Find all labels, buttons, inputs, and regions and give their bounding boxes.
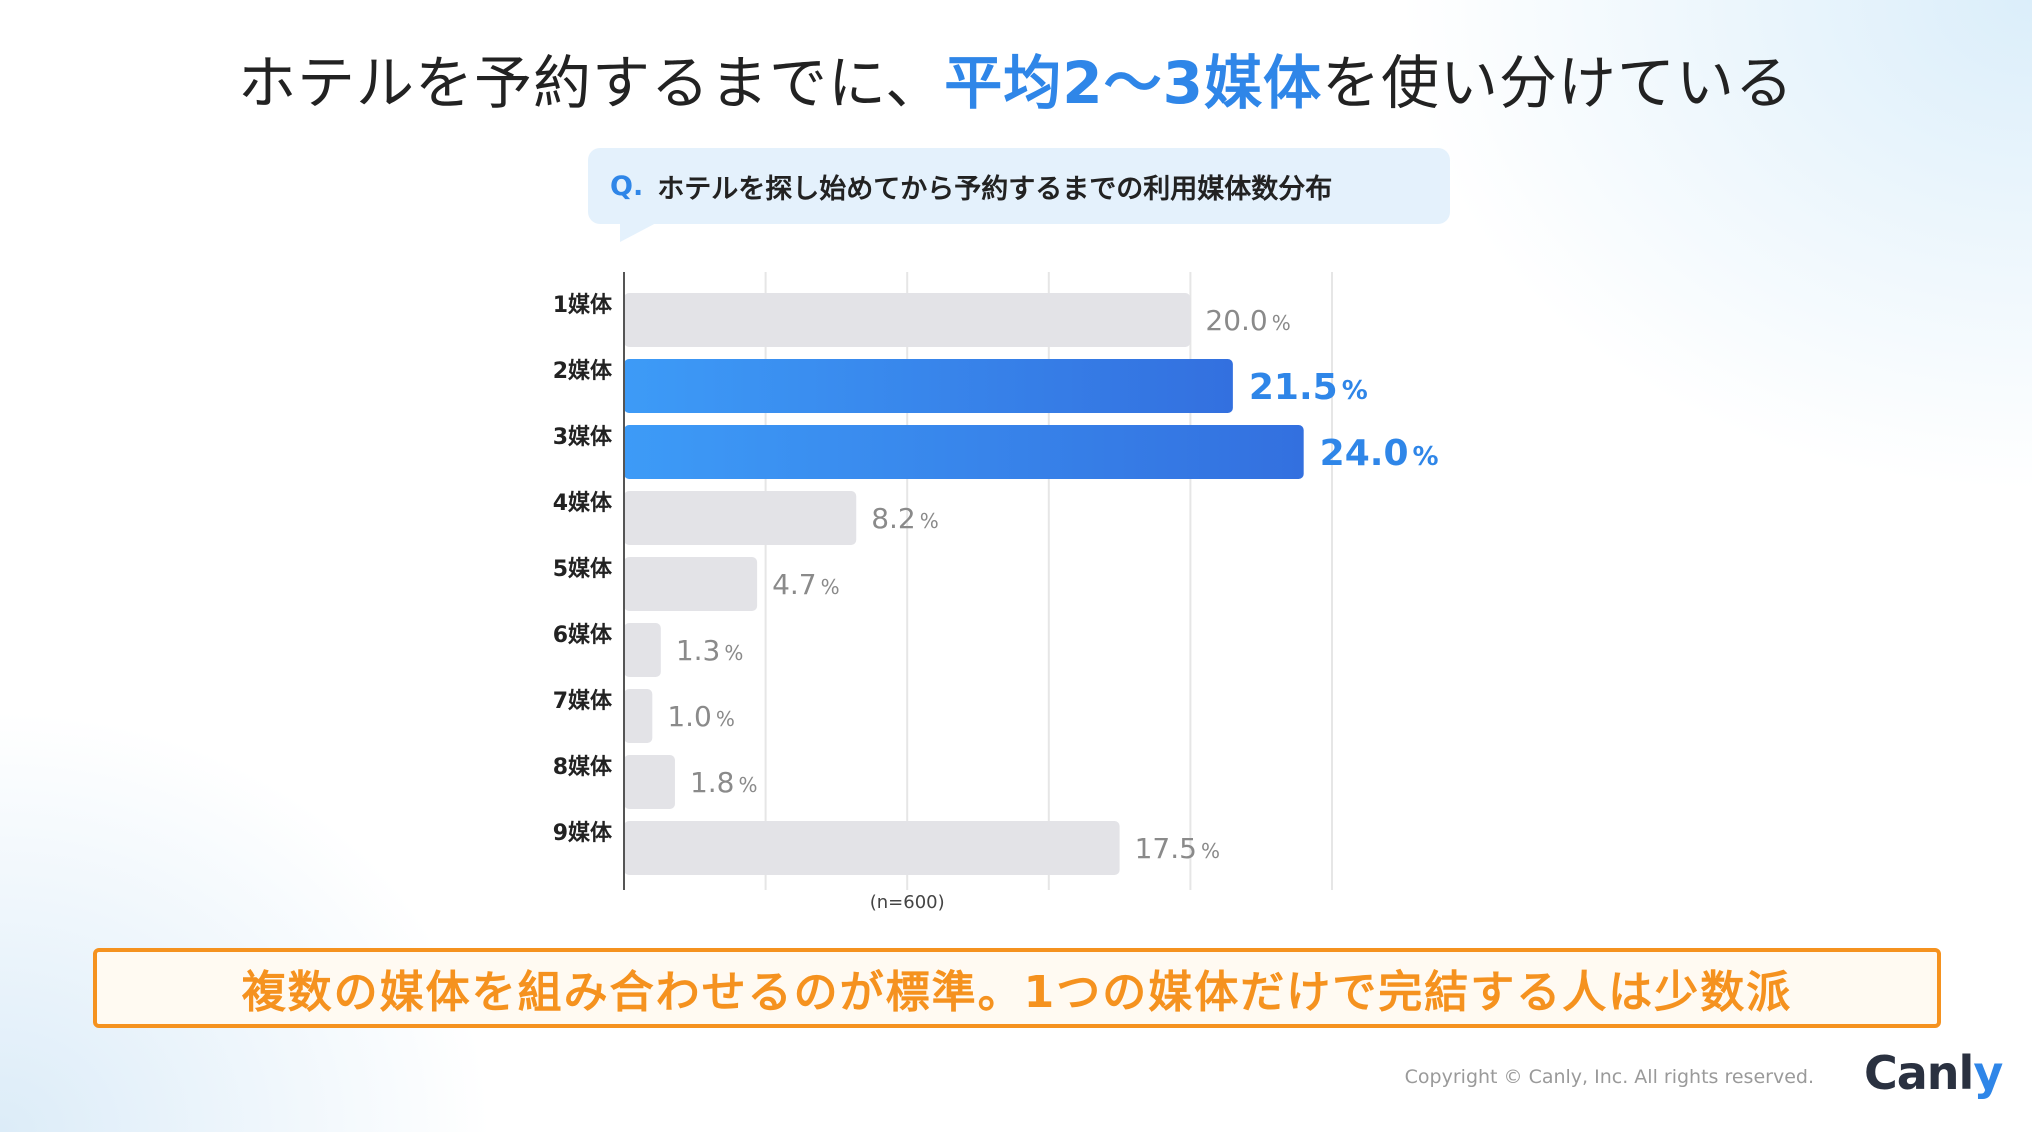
bar-8 xyxy=(624,755,675,809)
question-mark: Q. xyxy=(610,170,644,202)
copyright-text: Copyright © Canly, Inc. All rights reser… xyxy=(1404,1066,1814,1088)
value-label: 20.0% xyxy=(1205,304,1290,337)
title-highlight: 平均2～3媒体 xyxy=(944,49,1322,117)
value-label: 4.7% xyxy=(772,568,840,601)
title-prefix: ホテルを予約するまでに、 xyxy=(238,49,945,117)
category-label: 3媒体 xyxy=(553,424,613,450)
bar-6 xyxy=(624,623,661,677)
bar-chart: 1媒体 20.0 % 2媒体 21.5 % 3媒体 24.0 % 4媒体 8.2 % 5媒体 4.7 % 6媒… xyxy=(553,272,1439,913)
value-label: 8.2% xyxy=(871,502,939,535)
category-label: 9媒体 xyxy=(553,820,613,846)
value-label: 24.0% xyxy=(1320,433,1439,474)
value-label: 21.5% xyxy=(1249,367,1368,408)
value-label: 1.0% xyxy=(667,700,735,733)
category-label: 7媒体 xyxy=(553,688,613,714)
summary-box: 複数の媒体を組み合わせるのが標準。1つの媒体だけで完結する人は少数派 xyxy=(93,948,1941,1028)
value-label: 1.8% xyxy=(690,766,758,799)
bar-3 xyxy=(624,425,1304,479)
value-label: 1.3% xyxy=(676,634,744,667)
category-label: 8媒体 xyxy=(553,754,613,780)
bar-1 xyxy=(624,293,1191,347)
category-label: 1媒体 xyxy=(553,292,613,318)
bar-4 xyxy=(624,491,857,545)
logo-accent-text: y xyxy=(1973,1046,2003,1100)
category-label: 2媒体 xyxy=(553,358,613,384)
question-text: ホテルを探し始めてから予約するまでの利用媒体数分布 xyxy=(657,173,1333,205)
category-label: 6媒体 xyxy=(553,622,613,648)
bar-7 xyxy=(624,689,653,743)
category-label: 4媒体 xyxy=(553,490,613,516)
sample-size-note: (n=600) xyxy=(870,892,945,913)
summary-text: 複数の媒体を組み合わせるのが標準。1つの媒体だけで完結する人は少数派 xyxy=(241,967,1793,1018)
question-bubble: Q. ホテルを探し始めてから予約するまでの利用媒体数分布 xyxy=(588,148,1450,224)
title-suffix: を使い分けている xyxy=(1321,49,1794,117)
value-label: 17.5% xyxy=(1135,832,1220,865)
bar-9 xyxy=(624,821,1120,875)
bar-2 xyxy=(624,359,1233,413)
page-title: ホテルを予約するまでに、平均2～3媒体を使い分けている xyxy=(0,36,2032,120)
logo-main-text: Canl xyxy=(1864,1046,1974,1100)
category-label: 5媒体 xyxy=(553,556,613,582)
canly-logo: Canly xyxy=(1864,1046,2003,1100)
question-bubble-tail xyxy=(620,222,658,242)
bar-5 xyxy=(624,557,758,611)
